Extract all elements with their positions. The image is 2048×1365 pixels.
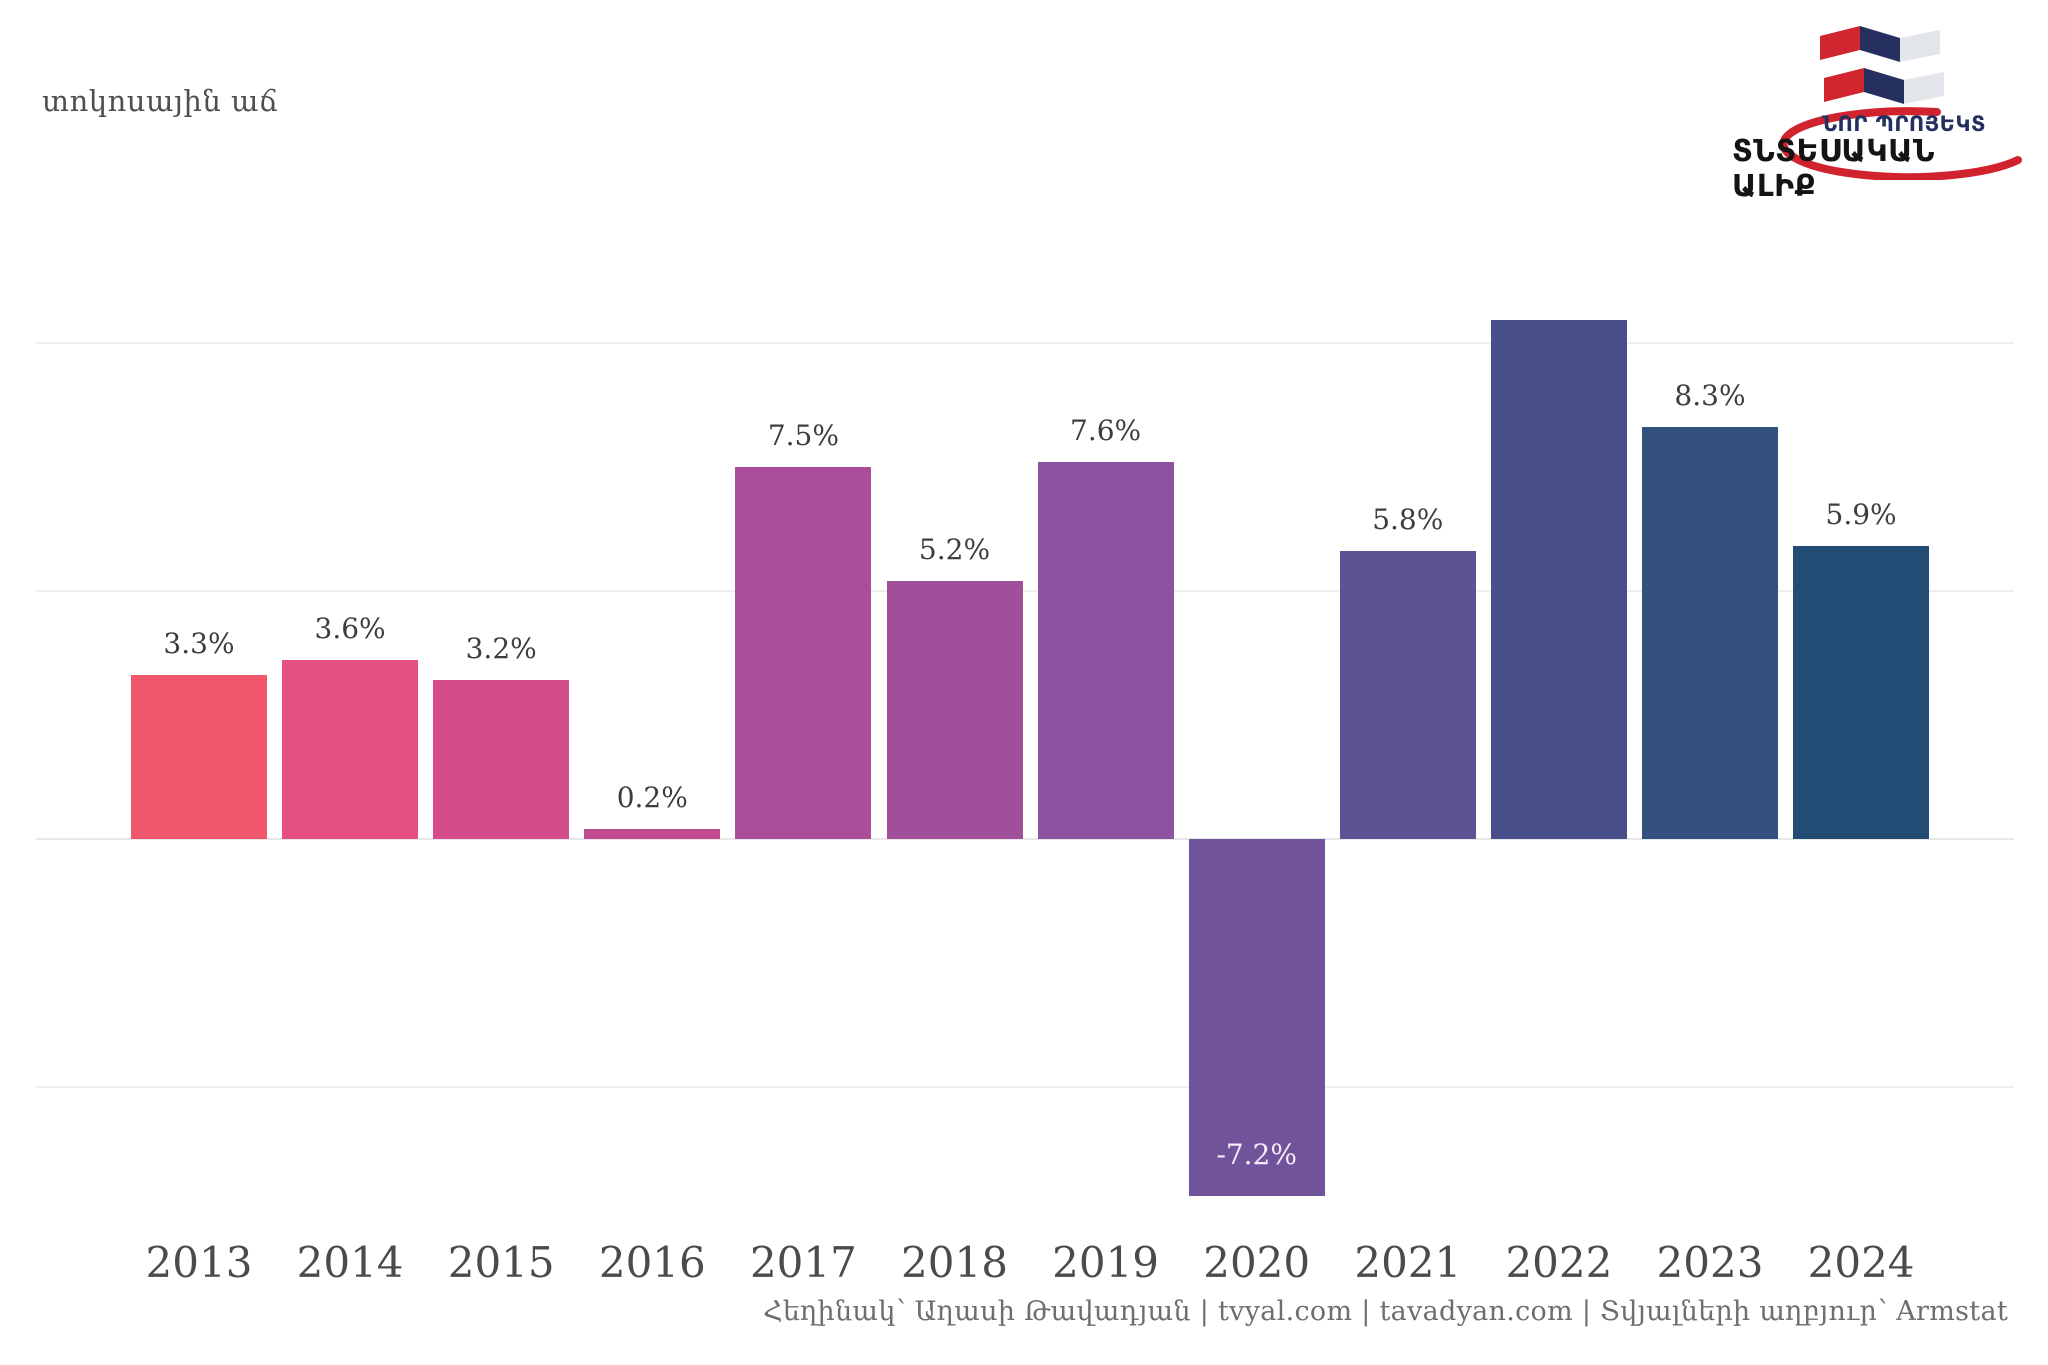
bar-2018	[886, 581, 1023, 839]
flag-stripe-gray-bottom	[1904, 72, 1944, 104]
flag-icon	[1820, 26, 1944, 104]
x-tick-2015: 2015	[447, 1238, 555, 1287]
logo: ՆՈՐ ՊՐՈՅԵԿՏ ՏՆՏԵՍԱԿԱՆ ԱԼԻՔ	[1732, 20, 2038, 204]
bar-value-label-2014: 3.6%	[314, 612, 386, 646]
x-tick-2019: 2019	[1052, 1238, 1160, 1287]
x-tick-2020: 2020	[1203, 1238, 1311, 1287]
bar-2024	[1793, 546, 1930, 839]
gridline--5pct	[36, 1086, 2014, 1088]
x-tick-2022: 2022	[1505, 1238, 1613, 1287]
x-tick-2018: 2018	[901, 1238, 1008, 1287]
bar-2023	[1642, 427, 1778, 839]
x-tick-2017: 2017	[749, 1238, 857, 1287]
bar-2016	[584, 829, 721, 839]
bar-2022	[1490, 320, 1627, 839]
x-tick-2024: 2024	[1807, 1238, 1915, 1287]
bar-value-label-2017: 7.5%	[767, 419, 839, 452]
bar-value-label-2021: 5.8%	[1372, 503, 1444, 537]
gridline-10pct	[36, 342, 2014, 344]
bar-value-label-2024: 5.9%	[1825, 498, 1897, 532]
x-tick-2013: 2013	[145, 1238, 253, 1287]
swoosh-icon	[1779, 107, 2022, 180]
x-tick-2016: 2016	[598, 1238, 706, 1287]
gridline-5pct	[36, 590, 2014, 592]
bar-2021	[1339, 551, 1476, 839]
x-tick-2023: 2023	[1656, 1238, 1764, 1287]
bar-2017	[735, 467, 872, 839]
bar-value-label-2013: 3.3%	[163, 627, 235, 661]
logo-line2: ՏՆՏԵՍԱԿԱՆ ԱԼԻՔ	[1732, 134, 1936, 204]
gridline-0pct	[36, 838, 2014, 840]
bar-2015	[433, 680, 570, 839]
bar-value-label-2023: 8.3%	[1674, 379, 1746, 413]
bar-2014	[282, 660, 419, 839]
bar-value-label-2019: 7.6%	[1070, 414, 1142, 448]
flag-stripe-red-bottom	[1824, 68, 1864, 102]
bar-value-label-2016: 0.2%	[616, 781, 688, 815]
x-tick-2014: 2014	[296, 1238, 404, 1287]
bar-2013	[131, 675, 267, 839]
bar-value-label-2015: 3.2%	[465, 632, 537, 666]
bar-value-label-2020: -7.2%	[1216, 1138, 1297, 1172]
bar-2020	[1188, 839, 1325, 1197]
flag-stripe-gray-top	[1900, 30, 1940, 62]
swoosh-arc	[1779, 107, 2022, 180]
footer-credits: Հեղինակ՝ Աղասի Թավադյան | tvyal.com | ta…	[763, 1296, 2008, 1327]
bar-value-label-2018: 5.2%	[918, 533, 991, 567]
logo-line1: ՆՈՐ ՊՐՈՅԵԿՏ	[1821, 112, 1986, 136]
flag-stripe-navy-top	[1860, 26, 1900, 62]
chart-title-fragment: տոկոսային աճ	[42, 84, 279, 118]
bar-2019	[1037, 462, 1174, 839]
flag-stripe-red-top	[1820, 26, 1860, 60]
x-tick-2021: 2021	[1354, 1238, 1462, 1287]
flag-stripe-navy-bottom	[1864, 68, 1904, 104]
